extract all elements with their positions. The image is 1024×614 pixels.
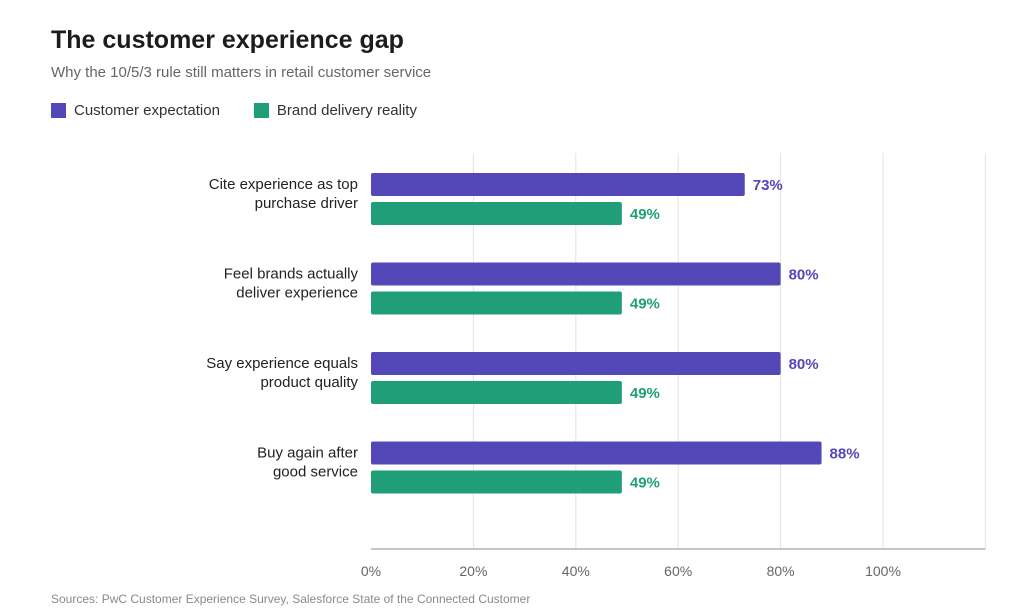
category-label: Cite experience as top — [209, 176, 358, 193]
category-label: product quality — [260, 374, 358, 391]
category-label: deliver experience — [236, 285, 358, 302]
x-tick-label: 60% — [664, 563, 692, 579]
data-label: 49% — [630, 385, 660, 402]
legend-swatch-reality — [253, 103, 269, 118]
chart-subtitle: Why the 10/5/3 rule still matters in ret… — [51, 64, 432, 81]
legend-item-reality: Brand delivery reality — [253, 102, 417, 119]
category-label: purchase driver — [255, 195, 358, 212]
legend-swatch-expectation — [51, 103, 66, 118]
bar-reality — [371, 202, 622, 225]
data-label: 49% — [630, 296, 660, 313]
category-label: Say experience equals — [206, 355, 358, 372]
data-label: 80% — [789, 267, 819, 284]
data-label: 88% — [830, 446, 860, 463]
bar-expectation — [371, 441, 822, 465]
category-label: good service — [273, 464, 358, 481]
data-label: 49% — [630, 475, 660, 492]
data-label: 73% — [753, 177, 783, 194]
legend-label-reality: Brand delivery reality — [276, 102, 417, 119]
legend: Customer expectation Brand delivery real… — [51, 102, 451, 119]
bar-expectation — [371, 352, 781, 375]
source-note: Sources: PwC Customer Experience Survey,… — [51, 592, 531, 606]
x-tick-label: 100% — [865, 563, 901, 579]
legend-label-expectation: Customer expectation — [74, 102, 220, 119]
bar-expectation — [371, 262, 781, 286]
legend-item-expectation: Customer expectation — [51, 102, 220, 119]
x-tick-label: 0% — [361, 563, 381, 579]
data-label: 49% — [630, 206, 660, 223]
bar-reality — [371, 470, 622, 494]
x-tick-label: 20% — [459, 563, 487, 579]
chart-title: The customer experience gap — [51, 26, 404, 54]
category-label: Feel brands actually — [224, 266, 359, 283]
x-tick-label: 80% — [767, 563, 795, 579]
category-label: Buy again after — [257, 445, 358, 462]
bar-reality — [371, 381, 622, 404]
bar-expectation — [371, 173, 745, 196]
bar-reality — [371, 291, 622, 315]
data-label: 80% — [789, 356, 819, 373]
x-tick-label: 40% — [562, 563, 590, 579]
